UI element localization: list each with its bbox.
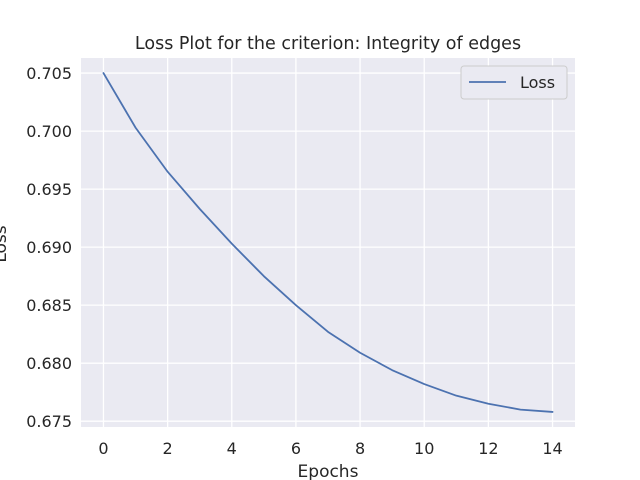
grid	[81, 58, 575, 427]
series-layer	[102, 72, 554, 413]
y-tick-label: 0.685	[26, 296, 72, 315]
chart-title: Loss Plot for the criterion: Integrity o…	[135, 34, 521, 54]
x-tick-labels: 0 2 4 6 8 10 12 14	[98, 439, 562, 458]
x-tick-label: 0	[98, 439, 108, 458]
y-tick-labels: 0.675 0.680 0.685 0.690 0.695 0.700 0.705	[26, 64, 72, 431]
y-tick-label: 0.700	[26, 122, 72, 141]
y-tick-label: 0.690	[26, 238, 72, 257]
y-tick-label: 0.675	[26, 412, 72, 431]
x-tick-label: 14	[542, 439, 562, 458]
x-tick-label: 10	[414, 439, 434, 458]
x-tick-label: 4	[227, 439, 237, 458]
x-axis-label: Epochs	[298, 462, 359, 480]
series-line-loss	[102, 72, 554, 413]
x-tick-label: 2	[163, 439, 173, 458]
y-tick-label: 0.705	[26, 64, 72, 83]
y-tick-label: 0.695	[26, 180, 72, 199]
legend: Loss	[460, 65, 568, 100]
y-axis-label: Loss	[0, 225, 11, 262]
plot-area	[81, 58, 575, 427]
y-tick-label: 0.680	[26, 354, 72, 373]
legend-label-loss: Loss	[520, 73, 555, 92]
x-tick-label: 12	[478, 439, 498, 458]
legend-box	[460, 65, 568, 100]
x-tick-label: 6	[291, 439, 301, 458]
x-tick-label: 8	[355, 439, 365, 458]
